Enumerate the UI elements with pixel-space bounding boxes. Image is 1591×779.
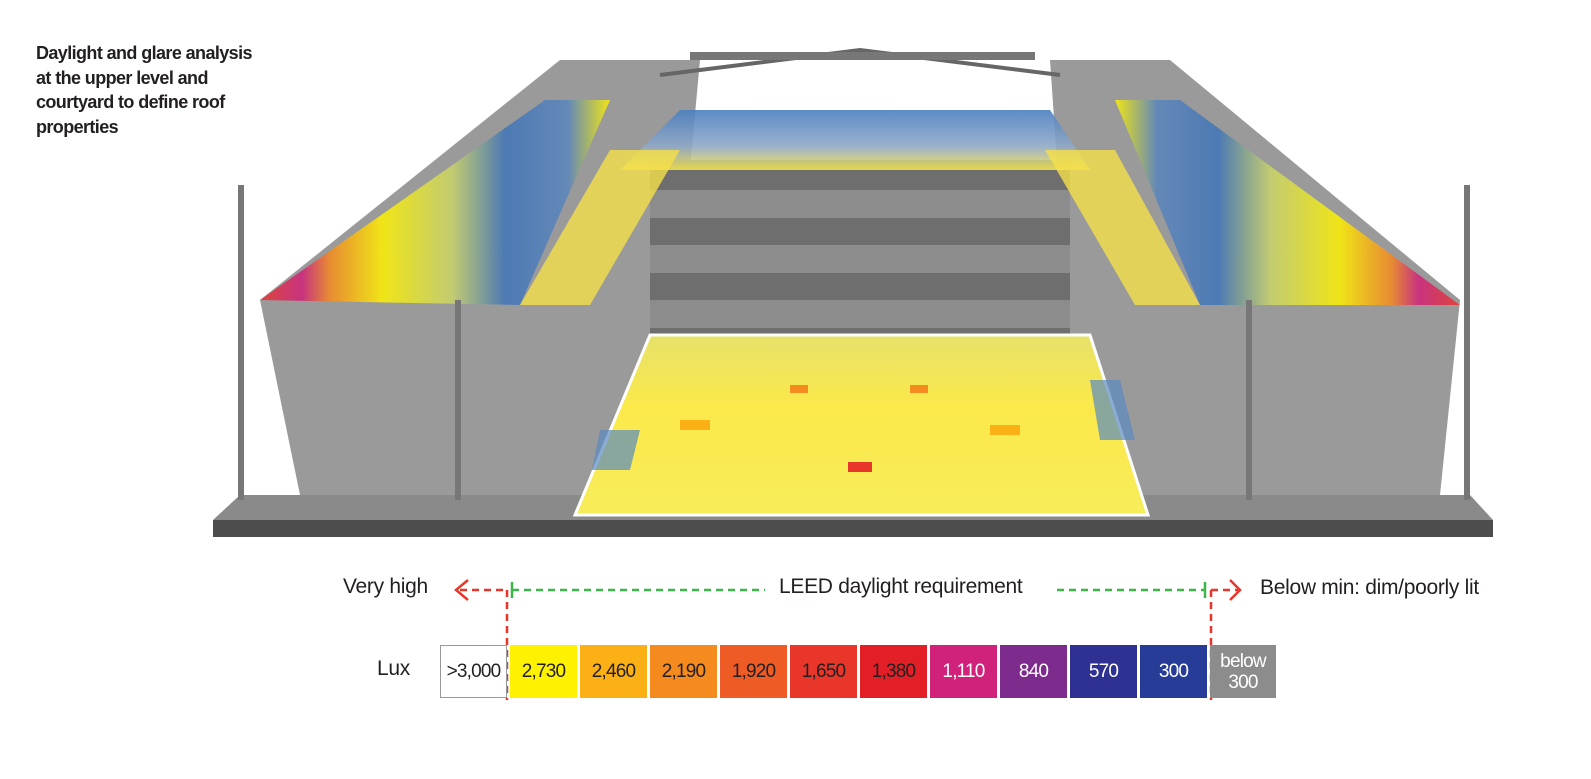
scale-cell: below 300	[1210, 645, 1276, 698]
scale-cell: 570	[1070, 645, 1137, 698]
scale-cell: 1,650	[790, 645, 857, 698]
scale-cell: 1,380	[860, 645, 927, 698]
scale-cell: 1,920	[720, 645, 787, 698]
scale-cell: >3,000	[440, 645, 507, 698]
left-label: Very high	[343, 575, 428, 598]
unit-label: Lux	[377, 657, 410, 680]
scale-cell: 1,110	[930, 645, 997, 698]
scale-cell: 2,190	[650, 645, 717, 698]
scale-cell: 300	[1140, 645, 1207, 698]
scale-cell: 2,730	[510, 645, 577, 698]
scale-cell: 840	[1000, 645, 1067, 698]
center-label: LEED daylight requirement	[779, 575, 1023, 598]
scale-cell: 2,460	[580, 645, 647, 698]
caption: Daylight and glare analysis at the upper…	[36, 43, 252, 137]
right-label: Below min: dim/poorly lit	[1260, 576, 1479, 599]
